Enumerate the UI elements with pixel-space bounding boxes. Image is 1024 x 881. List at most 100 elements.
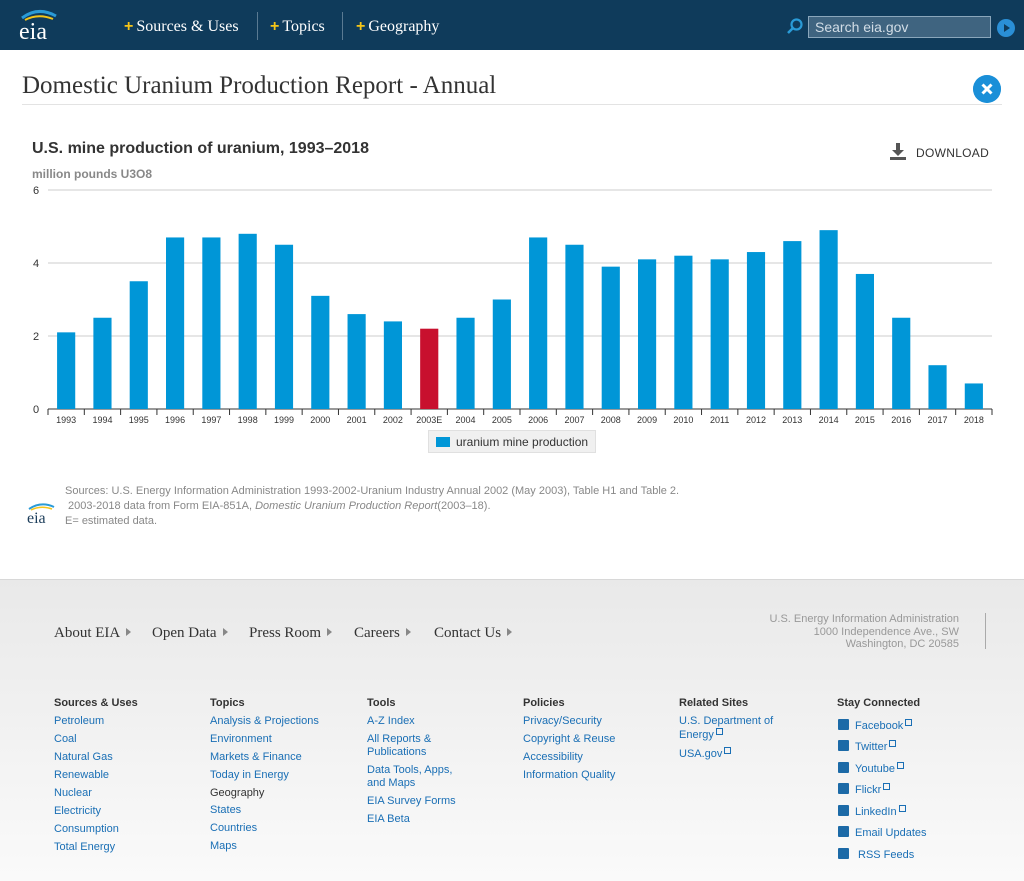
footer-link[interactable]: Privacy/Security <box>523 715 602 727</box>
search-icon[interactable] <box>786 17 804 35</box>
social-linkedin[interactable]: LinkedIn <box>838 805 906 818</box>
social-youtube[interactable]: Youtube <box>838 762 904 775</box>
sources-line-2-suffix: (2003–18). <box>437 500 491 512</box>
nav-sources-uses[interactable]: + Sources & Uses <box>124 0 239 50</box>
footer-link[interactable]: EIA Survey Forms <box>367 795 456 807</box>
bar-2013[interactable] <box>783 241 802 409</box>
footer-link[interactable]: Coal <box>54 733 77 745</box>
plus-icon: + <box>124 18 134 35</box>
x-tick-label: 1995 <box>129 415 149 425</box>
close-icon[interactable] <box>973 75 1001 103</box>
eia-logo[interactable]: eia <box>16 8 62 42</box>
bar-2000[interactable] <box>311 295 330 409</box>
caret-right-icon <box>222 628 228 636</box>
footer-link[interactable]: Countries <box>210 822 258 834</box>
top-navigation-bar: eia + Sources & Uses + Topics + Geography <box>0 0 1024 50</box>
legend-swatch <box>436 437 450 447</box>
search-submit-icon[interactable] <box>997 19 1015 37</box>
footer-nav-about-eia[interactable]: About EIA <box>54 625 132 642</box>
footer-link[interactable]: Electricity <box>54 805 102 817</box>
social-rss[interactable]: RSS Feeds <box>838 848 914 861</box>
footer-link[interactable]: Renewable <box>54 769 110 781</box>
social-label: Twitter <box>855 741 888 753</box>
footer-col-related-sites: Related Sites U.S. Department of Energy … <box>679 697 789 761</box>
footer-link[interactable]: Consumption <box>54 823 119 835</box>
footer-col-topics: Topics Analysis & Projections Environmen… <box>210 697 319 853</box>
nav-sources-uses-label: Sources & Uses <box>136 18 239 35</box>
bar-2015[interactable] <box>855 273 874 409</box>
footer-link-usagov[interactable]: USA.gov <box>679 747 789 761</box>
footer-link[interactable]: Natural Gas <box>54 751 113 763</box>
footer-link[interactable]: Total Energy <box>54 841 116 853</box>
x-tick-label: 1998 <box>238 415 258 425</box>
footer-link[interactable]: Data Tools, Apps, and Maps <box>367 764 453 789</box>
footer-link[interactable]: Markets & Finance <box>210 751 302 763</box>
chart-legend[interactable]: uranium mine production <box>428 430 596 453</box>
footer-nav-careers[interactable]: Careers <box>354 625 411 642</box>
footer-col-heading: Stay Connected <box>837 697 921 709</box>
bar-2010[interactable] <box>674 255 693 409</box>
footer-link-doe[interactable]: U.S. Department of Energy <box>679 715 789 742</box>
eia-small-logo: eia <box>27 503 55 524</box>
bar-2008[interactable] <box>601 266 620 409</box>
footer-link[interactable]: Today in Energy <box>210 769 289 781</box>
x-tick-label: 2009 <box>637 415 657 425</box>
social-email[interactable]: Email Updates <box>838 826 927 839</box>
bar-2017[interactable] <box>928 365 947 409</box>
footer-link[interactable]: States <box>210 804 242 816</box>
bar-1999[interactable] <box>274 244 294 409</box>
bar-1998[interactable] <box>238 233 257 409</box>
x-tick-label: 2005 <box>492 415 512 425</box>
footer-link[interactable]: All Reports & Publications <box>367 733 432 758</box>
caret-right-icon <box>405 628 411 636</box>
download-label: DOWNLOAD <box>916 146 990 160</box>
search-input[interactable] <box>808 16 991 38</box>
nav-topics[interactable]: + Topics <box>270 0 325 50</box>
nav-geography[interactable]: + Geography <box>356 0 439 50</box>
footer-link[interactable]: Analysis & Projections <box>210 715 319 727</box>
footer-link[interactable]: Accessibility <box>523 751 583 763</box>
bar-1996[interactable] <box>166 237 185 409</box>
footer-nav-open-data[interactable]: Open Data <box>152 625 228 642</box>
bar-2003E[interactable] <box>420 328 439 409</box>
footer-link[interactable]: Information Quality <box>523 769 616 781</box>
bar-2001[interactable] <box>347 314 366 409</box>
bar-1997[interactable] <box>202 237 221 409</box>
bar-chart: 0 2 4 6 1993 1994 1995 1996 1997 1998 1999 2000 2001… <box>33 185 993 425</box>
bar-1994[interactable] <box>93 317 112 409</box>
bar-2012[interactable] <box>746 252 766 409</box>
bar-1995[interactable] <box>129 281 148 409</box>
footer-link[interactable]: A-Z Index <box>367 715 415 727</box>
bar-2011[interactable] <box>710 259 729 409</box>
bar-1993[interactable] <box>57 332 76 409</box>
social-flickr[interactable]: Flickr <box>838 783 891 796</box>
bar-2018[interactable] <box>964 383 983 409</box>
bar-2016[interactable] <box>892 317 911 409</box>
social-facebook[interactable]: Facebook <box>838 719 913 732</box>
social-twitter[interactable]: Twitter <box>838 740 897 753</box>
nav-divider <box>342 12 343 40</box>
footer-link[interactable]: Petroleum <box>54 715 105 727</box>
footer-link-label: USA.gov <box>679 748 723 760</box>
nav-divider <box>257 12 258 40</box>
linkedin-icon <box>838 805 849 816</box>
address-divider <box>985 613 986 649</box>
footer-link[interactable]: Environment <box>210 733 272 745</box>
bar-2004[interactable] <box>456 317 475 409</box>
footer-link[interactable]: Copyright & Reuse <box>523 733 616 745</box>
footer-nav-press-room[interactable]: Press Room <box>249 625 333 642</box>
social-label: LinkedIn <box>855 806 897 818</box>
bar-2014[interactable] <box>819 230 838 409</box>
footer-nav-contact-us[interactable]: Contact Us <box>434 625 513 642</box>
footer-link[interactable]: EIA Beta <box>367 813 410 825</box>
footer-link[interactable]: Maps <box>210 840 237 852</box>
bar-2007[interactable] <box>565 244 584 409</box>
x-tick-label: 2016 <box>891 415 911 425</box>
bar-2005[interactable] <box>492 299 511 410</box>
bar-2006[interactable] <box>529 237 548 409</box>
chart-title: U.S. mine production of uranium, 1993–20… <box>32 140 369 157</box>
bar-2009[interactable] <box>638 259 657 409</box>
footer-link[interactable]: Nuclear <box>54 787 92 799</box>
y-tick-label: 6 <box>33 185 39 197</box>
bar-2002[interactable] <box>383 321 402 409</box>
